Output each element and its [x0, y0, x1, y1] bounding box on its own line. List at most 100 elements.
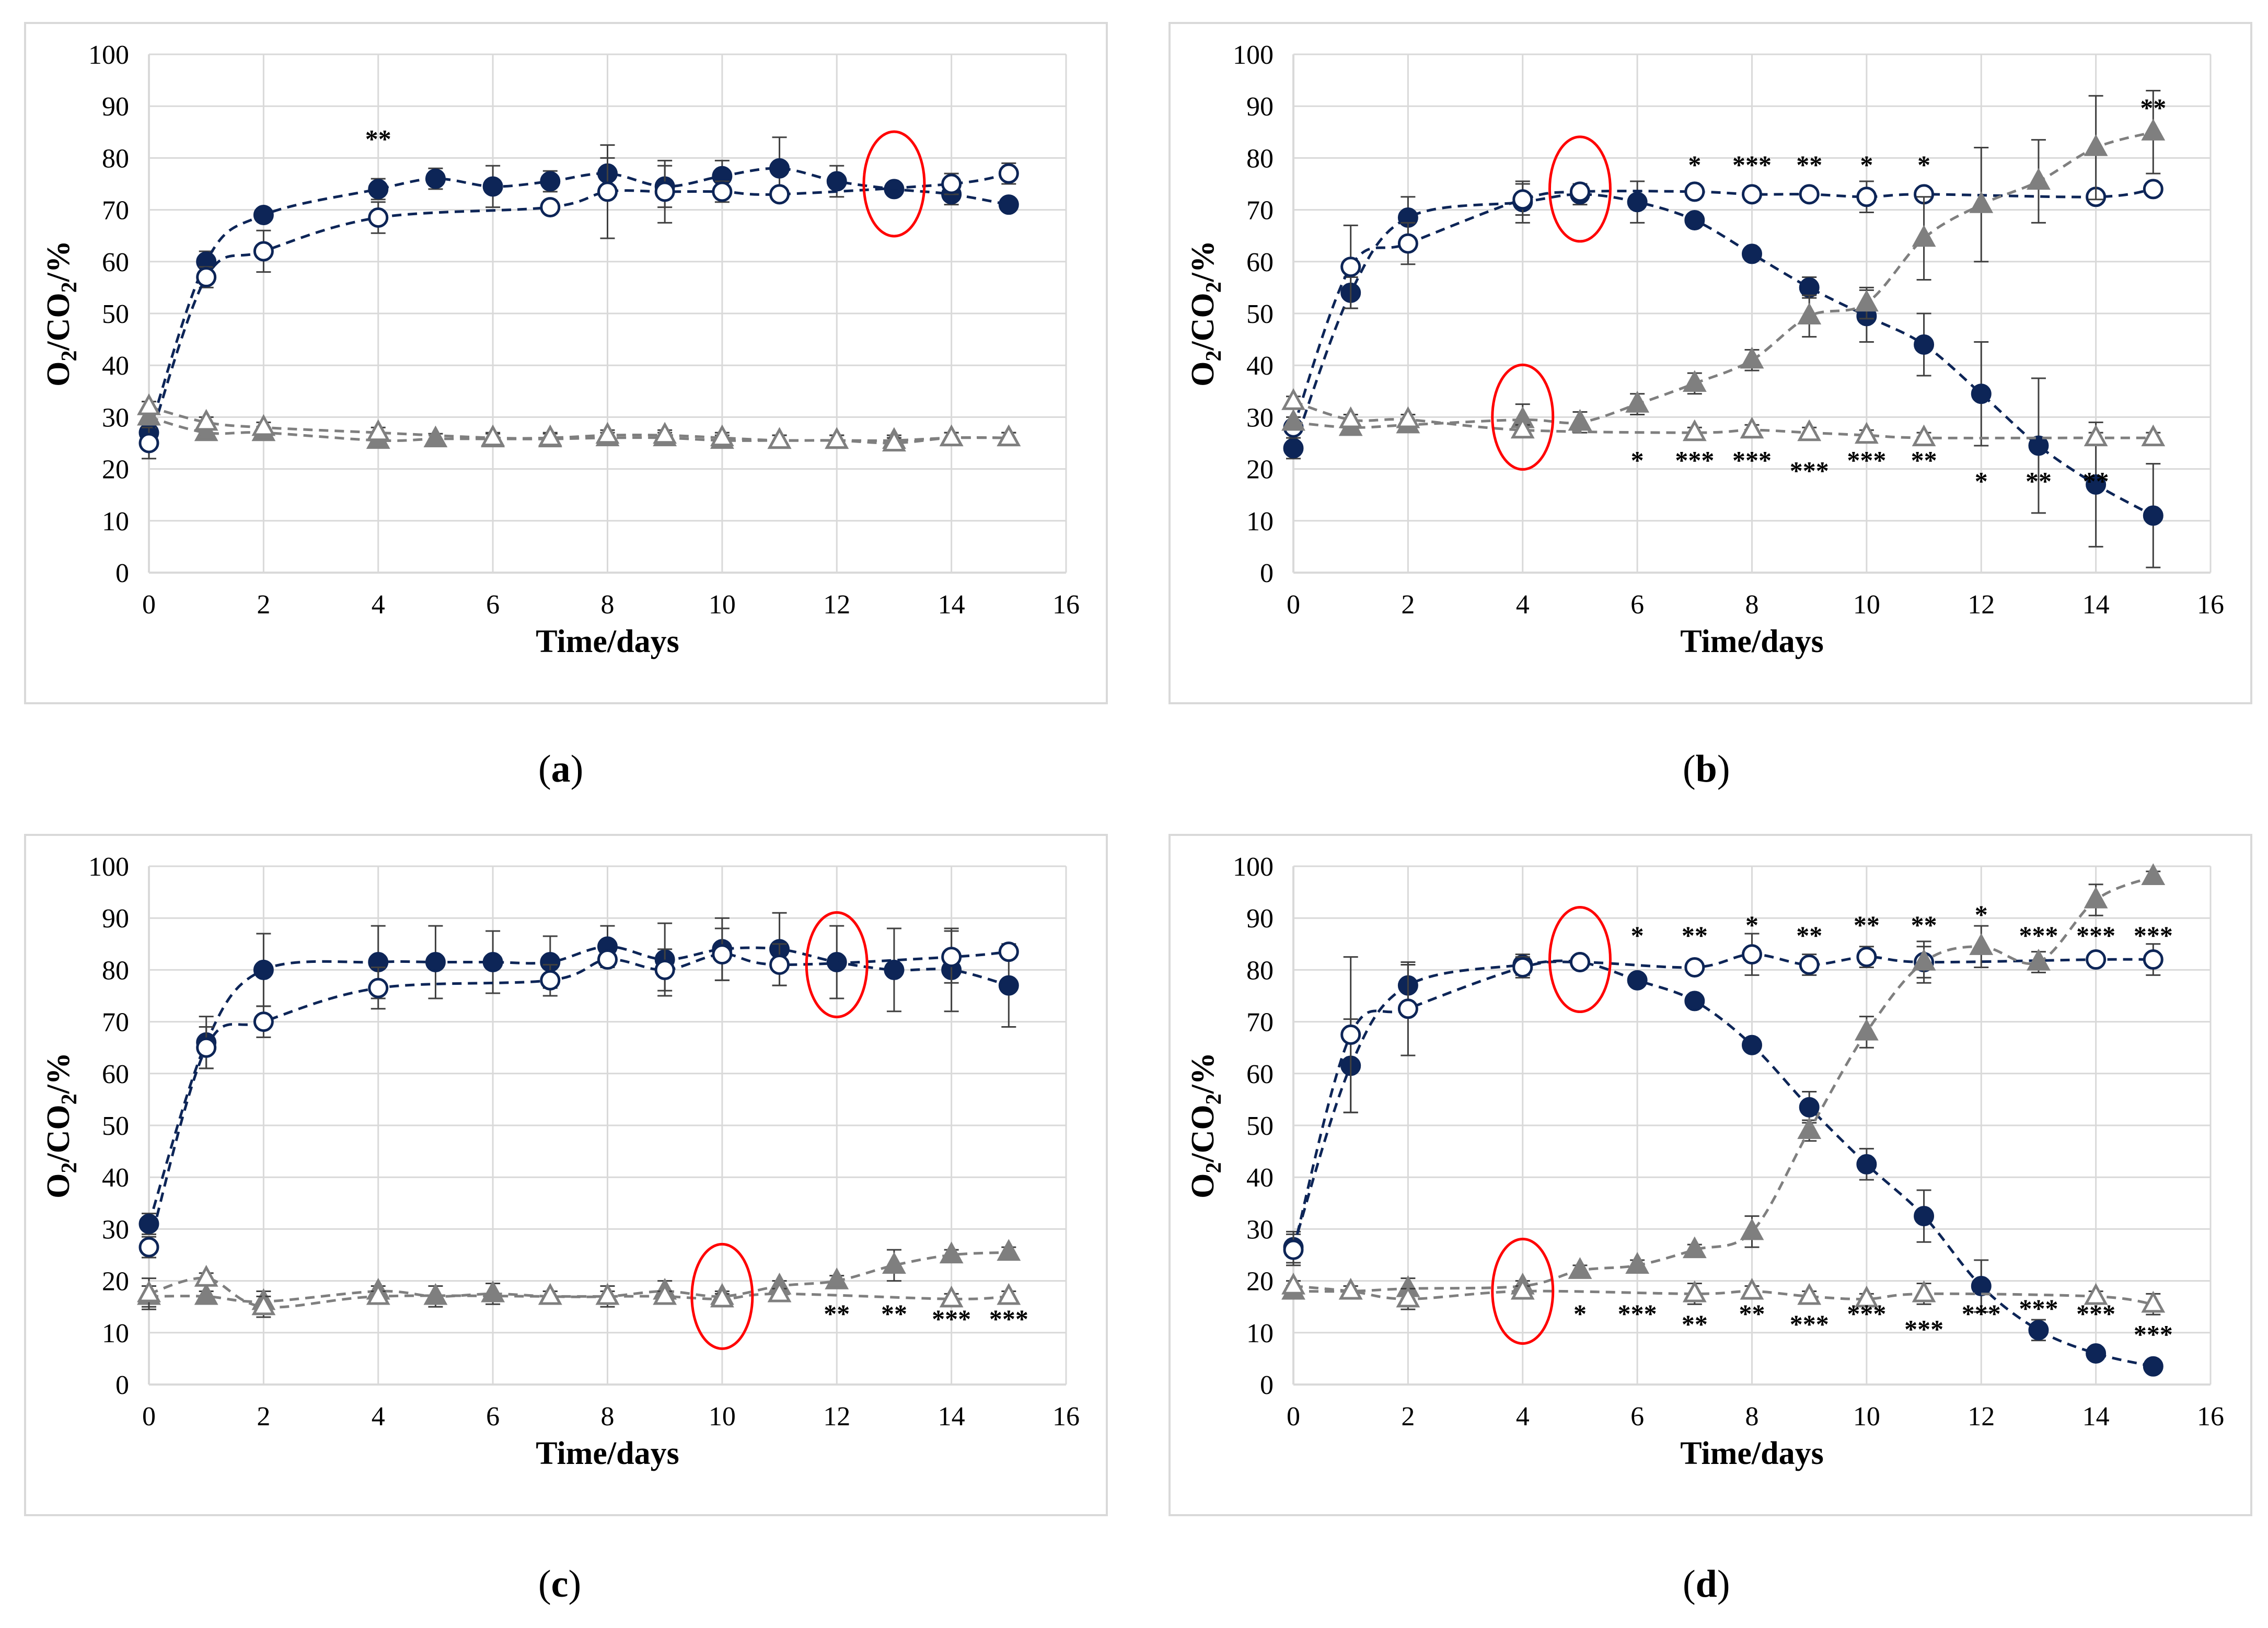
x-tick-label: 4 [1516, 1402, 1530, 1432]
data-point [2028, 1320, 2049, 1341]
x-tick-label: 2 [1401, 590, 1415, 620]
y-axis-title-subscript: 2 [1202, 282, 1226, 293]
data-point [253, 959, 274, 980]
data-point [423, 425, 448, 448]
y-tick-label: 30 [1246, 403, 1274, 433]
data-point [941, 947, 962, 968]
y-axis-title-subscript: 2 [57, 1094, 82, 1104]
data-point [1281, 1272, 1305, 1295]
data-point [1797, 419, 1822, 441]
series-line [147, 950, 1009, 1248]
significance-label: *** [1618, 1299, 1657, 1328]
data-point [137, 403, 161, 426]
series-line [148, 405, 1009, 445]
y-tick-label: 30 [102, 1215, 129, 1245]
data-point [1854, 289, 1879, 312]
x-tick-label: 6 [1630, 590, 1644, 620]
caption-d: (d) [1683, 1563, 1730, 1606]
data-point [1340, 1024, 1361, 1045]
chart-panel-b: 0 10 20 30 40 50 60 70 80 90 100 0 2 4 6 8 10 12 14 16 Time/… [1168, 22, 2252, 704]
y-tick-label: 100 [88, 40, 129, 70]
data-point [1684, 957, 1705, 978]
data-point [194, 409, 218, 431]
chart-svg-c: 0 10 20 30 40 50 60 70 80 90 100 0 2 4 6 8 10 12 14 16 Time/… [41, 852, 1080, 1471]
data-point [194, 1265, 218, 1287]
x-tick-label: 10 [709, 590, 736, 620]
data-point [1568, 409, 1592, 431]
x-tick-label: 16 [2197, 590, 2224, 620]
data-point [1914, 334, 1935, 355]
data-point [1283, 438, 1304, 459]
data-point [251, 1293, 276, 1316]
data-point [882, 1252, 906, 1274]
data-point [368, 978, 389, 998]
significance-label: * [1688, 150, 1701, 179]
y-axis-title-subscript: 2 [57, 1162, 82, 1173]
series-3 [137, 1265, 1021, 1318]
y-tick-label: 80 [1246, 144, 1274, 173]
x-tick-label: 6 [486, 1402, 500, 1432]
y-tick-label: 50 [1246, 1111, 1274, 1141]
data-point [482, 176, 503, 197]
y-tick-label: 70 [1246, 196, 1274, 226]
data-point [1396, 1285, 1420, 1308]
data-point [251, 414, 276, 436]
data-point [710, 424, 734, 447]
data-point [1799, 1097, 1820, 1118]
data-point [653, 422, 677, 444]
data-point [1742, 184, 1762, 205]
y-tick-label: 80 [102, 956, 129, 985]
data-point [1856, 1154, 1877, 1175]
y-tick-label: 50 [1246, 299, 1274, 329]
data-point [998, 194, 1019, 215]
y-tick-label: 60 [1246, 1060, 1274, 1089]
y-tick-label: 60 [102, 1060, 129, 1089]
data-point [884, 959, 905, 980]
data-point [941, 173, 962, 194]
data-point [825, 427, 849, 449]
data-point [2143, 179, 2163, 200]
chart-panel-d: 0 10 20 30 40 50 60 70 80 90 100 0 2 4 6 8 10 12 14 16 Time/… [1168, 834, 2252, 1516]
y-axis-title-part: /% [41, 240, 76, 282]
x-tick-label: 8 [601, 1402, 615, 1432]
data-point [1797, 1283, 1822, 1305]
significance-label: *** [1904, 1315, 1943, 1344]
data-point [595, 422, 620, 444]
data-point [1740, 1277, 1764, 1300]
significance-label: ** [1682, 1309, 1708, 1339]
y-axis-title: O2/CO2/% [1185, 1052, 1226, 1199]
series-line [148, 1276, 1009, 1309]
y-tick-label: 70 [102, 1008, 129, 1038]
x-tick-label: 2 [257, 590, 270, 620]
y-tick-label: 0 [1260, 559, 1274, 588]
data-point [1396, 406, 1420, 428]
data-point [482, 952, 503, 973]
data-point [194, 1283, 218, 1305]
data-point [597, 181, 618, 202]
x-axis-title: Time/days [1680, 1436, 1823, 1471]
data-point [997, 1283, 1021, 1305]
data-point [2143, 949, 2163, 970]
y-tick-label: 60 [1246, 248, 1274, 277]
data-point [653, 1283, 677, 1305]
data-point [1799, 954, 1820, 975]
series-line [147, 172, 1009, 444]
significance-label: * [1917, 150, 1930, 179]
y-axis-title-subscript: 2 [57, 351, 82, 362]
y-tick-label: 0 [115, 1370, 129, 1400]
y-axis-title-part: O [1185, 362, 1221, 387]
significance-label: * [1631, 921, 1644, 950]
data-point [481, 1280, 505, 1303]
data-point [481, 424, 505, 447]
y-tick-label: 10 [102, 507, 129, 537]
x-tick-label: 4 [372, 590, 385, 620]
significance-label: *** [1847, 1299, 1886, 1328]
data-point [2143, 505, 2163, 526]
data-point [196, 1037, 217, 1058]
data-point [1971, 1276, 1992, 1297]
y-tick-label: 0 [115, 559, 129, 588]
highlight-ellipse [1491, 363, 1555, 471]
significance-label: ** [365, 124, 391, 154]
data-point [138, 433, 159, 453]
chart-svg-b: 0 10 20 30 40 50 60 70 80 90 100 0 2 4 6 8 10 12 14 16 Time/… [1185, 40, 2224, 659]
